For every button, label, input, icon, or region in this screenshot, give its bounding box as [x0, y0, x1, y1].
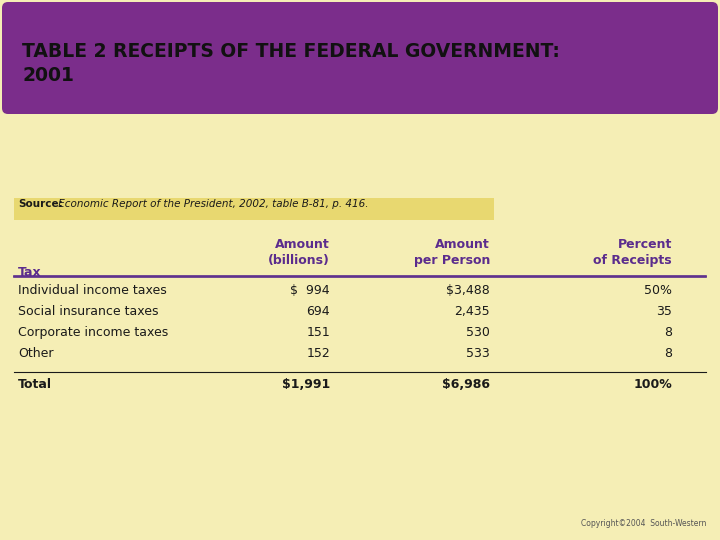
Text: Tax: Tax: [18, 266, 42, 279]
Text: 694: 694: [307, 305, 330, 318]
Text: 152: 152: [306, 347, 330, 360]
Text: Amount
(billions): Amount (billions): [268, 238, 330, 267]
FancyBboxPatch shape: [2, 2, 718, 114]
Text: Source:: Source:: [18, 199, 63, 209]
Text: 530: 530: [466, 326, 490, 339]
Text: TABLE 2 RECEIPTS OF THE FEDERAL GOVERNMENT:
2001: TABLE 2 RECEIPTS OF THE FEDERAL GOVERNME…: [22, 42, 560, 85]
FancyBboxPatch shape: [14, 198, 494, 220]
Text: 533: 533: [467, 347, 490, 360]
Text: 100%: 100%: [634, 378, 672, 391]
Text: Individual income taxes: Individual income taxes: [18, 284, 167, 297]
Text: $  994: $ 994: [290, 284, 330, 297]
Text: Economic Report of the President, 2002, table B-81, p. 416.: Economic Report of the President, 2002, …: [55, 199, 369, 209]
Text: 35: 35: [656, 305, 672, 318]
Text: Copyright©2004  South-Western: Copyright©2004 South-Western: [580, 519, 706, 528]
Text: Corporate income taxes: Corporate income taxes: [18, 326, 168, 339]
Text: $6,986: $6,986: [442, 378, 490, 391]
Text: Other: Other: [18, 347, 53, 360]
Text: 151: 151: [306, 326, 330, 339]
Text: Total: Total: [18, 378, 52, 391]
Text: Percent
of Receipts: Percent of Receipts: [593, 238, 672, 267]
Text: 8: 8: [664, 326, 672, 339]
Text: Amount
per Person: Amount per Person: [413, 238, 490, 267]
Text: Social insurance taxes: Social insurance taxes: [18, 305, 158, 318]
Text: $3,488: $3,488: [446, 284, 490, 297]
Text: 8: 8: [664, 347, 672, 360]
Text: 50%: 50%: [644, 284, 672, 297]
Text: 2,435: 2,435: [454, 305, 490, 318]
Text: $1,991: $1,991: [282, 378, 330, 391]
